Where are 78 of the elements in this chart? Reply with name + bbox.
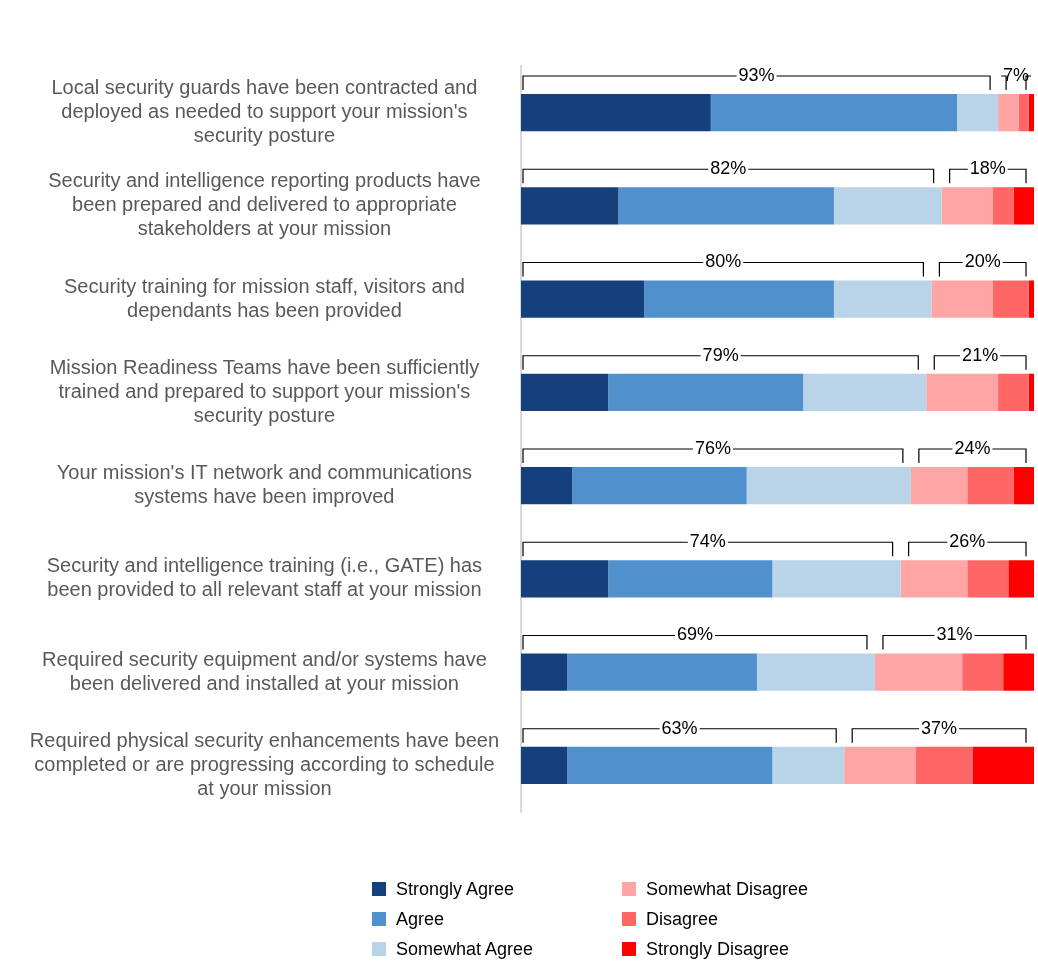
annotation: 74% [689,531,726,552]
annotation: 79% [702,344,739,365]
bar [772,560,901,598]
legend-label: Strongly Disagree [646,938,790,960]
annotation: 26% [949,531,986,552]
annotation: 63% [661,717,698,738]
annotation: 37% [921,717,958,738]
annotation: 82% [710,158,747,179]
bar [957,93,999,132]
bar [844,746,917,785]
annotation: 18% [969,158,1006,179]
bar [992,187,1014,225]
annotation: 31% [936,624,973,645]
annotation: 7% [1003,64,1030,85]
bar [874,653,963,691]
bar [926,373,999,412]
bar [962,653,1004,691]
bar [644,280,834,318]
bar [572,466,747,505]
y-tick-label: Required security equipment and/or systems have been delivered and installed at your mission [42,647,487,694]
bar [1013,466,1034,505]
bar [608,560,773,598]
bar [521,746,568,785]
bar [803,373,927,412]
bar [1028,93,1034,132]
y-tick-label: Security and intelligence training (i.e., GATE) has been provided to all relevant staff at your mission [46,554,483,601]
annotation: 93% [738,64,775,85]
legend-label: Agree [396,908,445,930]
bar [900,560,968,598]
bar [967,560,1009,598]
bar [910,466,968,505]
bar [710,93,958,132]
bar [992,280,1029,318]
bar [521,187,619,225]
legend-label: Somewhat Agree [396,938,534,960]
bar [833,280,932,318]
bar [1008,560,1034,598]
legend-label: Disagree [646,908,719,930]
bar [916,746,973,785]
annotation: 69% [676,624,713,645]
bar [931,280,993,318]
bar [521,373,609,412]
annotation: 76% [694,437,731,458]
annotation: 80% [705,251,742,272]
y-tick-label: Local security guards have been contracted and deployed as needed to support your mission's security posture [51,76,478,147]
bar [746,466,911,505]
bar [1003,653,1034,691]
bar [998,373,1029,412]
bar [521,93,711,132]
bar [521,560,609,598]
annotation: 20% [964,251,1001,272]
bar [1028,373,1034,412]
bar [521,466,573,505]
bar [521,280,645,318]
bar [998,93,1019,132]
annotation: 24% [954,437,991,458]
bar [567,746,773,785]
bar [1018,93,1029,132]
bar [608,373,804,412]
y-tick-label: Security training for mission staff, visitors and dependants has been provided [63,274,465,321]
bar [567,653,757,691]
annotation: 21% [962,344,999,365]
bar [972,746,1034,785]
bar [1013,187,1034,225]
bar [756,653,875,691]
legend-label: Strongly Agree [396,878,515,900]
y-tick-label: Mission Readiness Teams have been sufficiently trained and prepared to support your mission's security posture [49,355,480,426]
bar [521,653,568,691]
bar [941,187,993,225]
bar [1028,280,1034,318]
bar [618,187,834,225]
bar [967,466,1014,505]
y-tick-label: Required physical security enhancements have been completed or are progressing according to schedule at your mission [29,728,499,799]
y-tick-label: Security and intelligence reporting products have been prepared and delivered to appropriate stakeholders at your mission [48,169,481,240]
bar [772,746,845,785]
legend-label: Somewhat Disagree [646,878,809,900]
y-tick-label: Your mission's IT network and communications systems have been improved [56,461,472,508]
bar [833,187,942,225]
